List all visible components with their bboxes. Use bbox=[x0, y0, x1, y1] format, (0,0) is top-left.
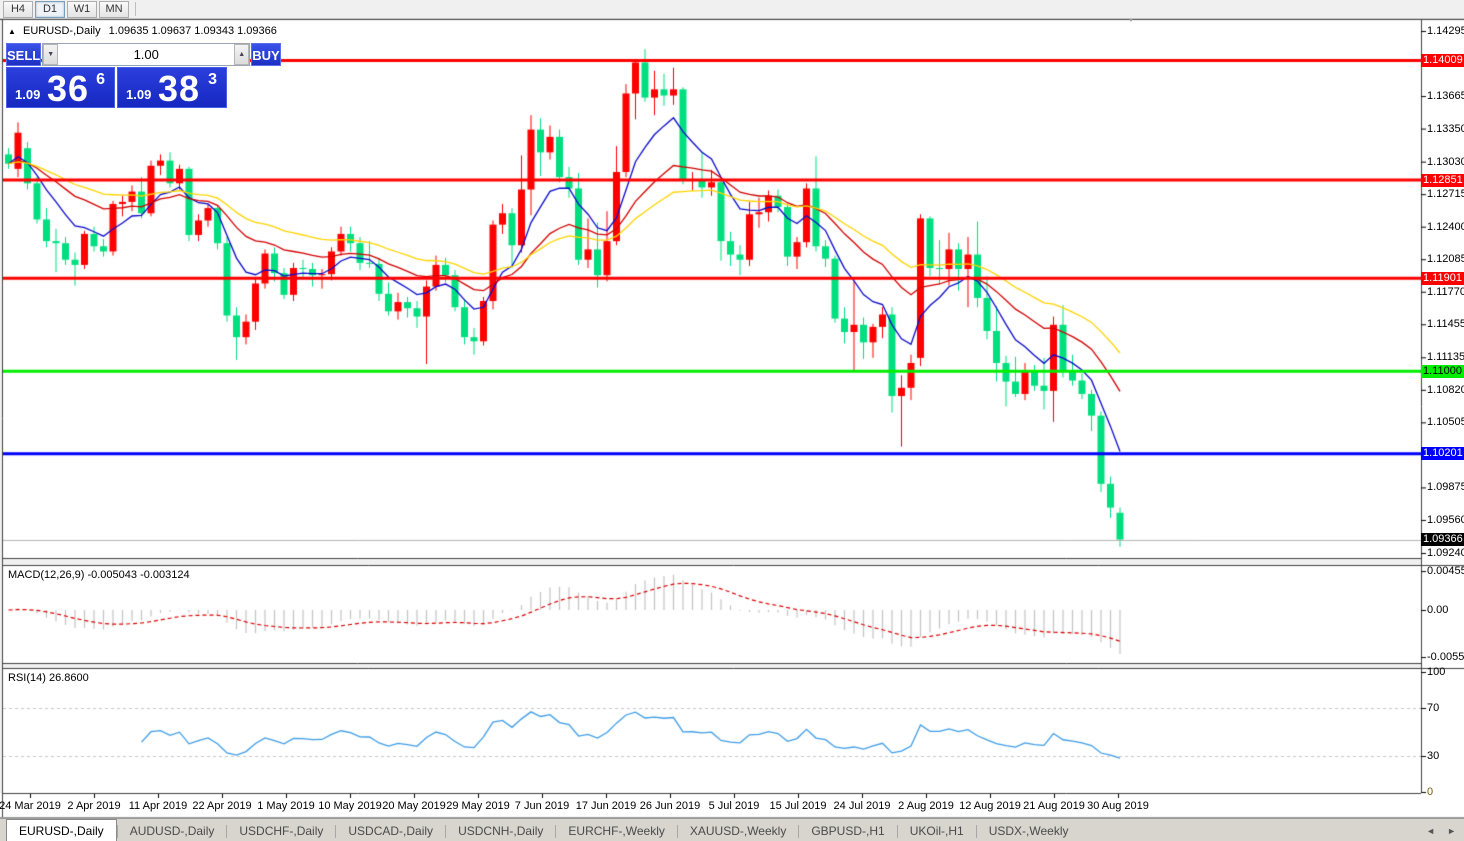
tab-scroll-right-icon[interactable]: ► bbox=[1447, 825, 1456, 836]
date-axis-label: 20 May 2019 bbox=[382, 800, 446, 812]
date-axis-label: 21 Aug 2019 bbox=[1023, 800, 1085, 812]
date-axis-label: 2 Aug 2019 bbox=[898, 800, 954, 812]
tab-gbpusd-h1[interactable]: GBPUSD-,H1 bbox=[811, 824, 885, 838]
date-axis-label: 30 Aug 2019 bbox=[1087, 800, 1149, 812]
date-axis-label: 26 Jun 2019 bbox=[639, 800, 701, 812]
timeframe-button-w1[interactable]: W1 bbox=[67, 0, 97, 18]
rsi-axis-tick-label: 100 bbox=[1427, 666, 1446, 678]
tab-usdchf-daily[interactable]: USDCHF-,Daily bbox=[239, 824, 324, 838]
timeframe-button-h4[interactable]: H4 bbox=[3, 0, 33, 18]
price-axis-tick-label: 1.13665 bbox=[1427, 90, 1464, 103]
macd-axis-tick-label: -0.0055 bbox=[1427, 651, 1464, 664]
date-axis-label: 22 Apr 2019 bbox=[192, 800, 252, 812]
buy-price-big-figure: 1.09 bbox=[126, 87, 152, 102]
rsi-axis-tick-label: 70 bbox=[1427, 702, 1440, 714]
price-axis-tick-label: 1.11135 bbox=[1427, 351, 1464, 364]
sell-price-box[interactable]: 1.09 36 6 bbox=[6, 67, 115, 109]
tab-xauusd-weekly[interactable]: XAUUSD-,Weekly bbox=[689, 824, 787, 838]
price-axis-badge: 1.11901 bbox=[1421, 271, 1464, 285]
date-axis-label: 12 Aug 2019 bbox=[959, 800, 1021, 812]
timeframe-button-mn[interactable]: MN bbox=[99, 0, 129, 18]
tab-separator bbox=[335, 825, 337, 838]
toolbar-separator bbox=[135, 2, 136, 16]
price-axis-tick-label: 1.13350 bbox=[1427, 122, 1464, 135]
price-axis-badge: 1.12851 bbox=[1421, 173, 1464, 187]
volume-widget: ▼ ▲ bbox=[42, 43, 251, 66]
price-axis-badge: 1.14009 bbox=[1421, 54, 1464, 68]
tab-separator bbox=[798, 825, 800, 838]
chart-symbol-label: EURUSD-,Daily bbox=[22, 25, 101, 37]
date-axis-label: 15 Jul 2019 bbox=[769, 800, 827, 812]
price-axis-tick-label: 1.11770 bbox=[1427, 285, 1464, 298]
tab-scroll-left-icon[interactable]: ◄ bbox=[1426, 825, 1436, 836]
date-axis-label: 24 Jul 2019 bbox=[833, 800, 891, 812]
chart-ohlc-values: 1.09635 1.09637 1.09343 1.09366 bbox=[108, 25, 277, 37]
price-axis-tick-label: 1.11455 bbox=[1427, 318, 1464, 331]
rsi-indicator-label: RSI(14) 26.8600 bbox=[8, 672, 89, 684]
tab-separator bbox=[555, 825, 557, 838]
buy-price-box[interactable]: 1.09 38 3 bbox=[117, 67, 227, 109]
date-axis-label: 2 Apr 2019 bbox=[67, 800, 121, 812]
macd-axis-tick-label: 0.00455 bbox=[1427, 565, 1464, 578]
timeframe-toolbar: H4 D1 W1 MN bbox=[0, 0, 1464, 19]
tab-eurchf-weekly[interactable]: EURCHF-,Weekly bbox=[568, 824, 665, 838]
tab-audusd-daily[interactable]: AUDUSD-,Daily bbox=[129, 824, 215, 838]
volume-decrease-icon[interactable]: ▼ bbox=[43, 44, 59, 65]
volume-input[interactable] bbox=[58, 44, 235, 65]
tab-separator bbox=[116, 825, 118, 838]
date-axis-label: 10 May 2019 bbox=[318, 800, 382, 812]
buy-price-pipette: 3 bbox=[208, 71, 217, 88]
date-axis-label: 5 Jul 2019 bbox=[708, 800, 760, 812]
tab-usdcad-daily[interactable]: USDCAD-,Daily bbox=[348, 824, 434, 838]
tab-scroll-arrows: ◄ ► bbox=[1426, 819, 1456, 841]
one-click-panel-toggle-icon[interactable]: ▲ bbox=[8, 27, 16, 36]
sell-price-big-figure: 1.09 bbox=[15, 87, 41, 102]
tab-separator bbox=[676, 825, 678, 838]
price-axis-tick-label: 1.10820 bbox=[1427, 383, 1464, 396]
date-axis-label: 1 May 2019 bbox=[257, 800, 315, 812]
price-axis-badge: 1.09366 bbox=[1421, 533, 1464, 547]
macd-axis-tick-label: 0.00 bbox=[1427, 604, 1449, 616]
buy-button[interactable]: BUY bbox=[251, 43, 281, 66]
sell-price-pipette: 6 bbox=[96, 71, 105, 88]
buy-price-pips: 38 bbox=[158, 68, 201, 109]
price-axis-tick-label: 1.09875 bbox=[1427, 481, 1464, 494]
price-axis-tick-label: 1.14295 bbox=[1427, 25, 1464, 37]
tab-separator bbox=[896, 825, 898, 838]
macd-indicator-label: MACD(12,26,9) -0.005043 -0.003124 bbox=[8, 569, 190, 581]
rsi-axis-tick-label: 0 bbox=[1427, 786, 1434, 798]
date-axis-label: 24 Mar 2019 bbox=[0, 800, 61, 812]
price-axis-tick-label: 1.10505 bbox=[1427, 416, 1464, 429]
price-axis-badge: 1.11000 bbox=[1421, 364, 1464, 378]
tab-ukoil-h1[interactable]: UKOil-,H1 bbox=[909, 824, 964, 838]
autoscroll-marker-icon[interactable]: ▼ bbox=[1126, 14, 1136, 25]
date-axis-label: 17 Jun 2019 bbox=[575, 800, 637, 812]
date-axis-label: 29 May 2019 bbox=[446, 800, 510, 812]
tab-usdcnh-daily[interactable]: USDCNH-,Daily bbox=[458, 824, 544, 838]
tab-usdx-weekly[interactable]: USDX-,Weekly bbox=[988, 824, 1069, 838]
tab-separator bbox=[445, 825, 447, 838]
date-axis-label: 7 Jun 2019 bbox=[514, 800, 570, 812]
sell-button[interactable]: SELL bbox=[6, 43, 42, 66]
volume-increase-icon[interactable]: ▲ bbox=[234, 44, 250, 65]
tab-eurusd-daily[interactable]: EURUSD-,Daily bbox=[6, 819, 117, 841]
date-axis-label: 11 Apr 2019 bbox=[128, 800, 188, 812]
price-axis-tick-label: 1.12400 bbox=[1427, 220, 1464, 233]
chart-title: ▲ EURUSD-,Daily 1.09635 1.09637 1.09343 … bbox=[8, 25, 277, 37]
tab-separator bbox=[975, 825, 977, 838]
timeframe-button-d1[interactable]: D1 bbox=[35, 0, 65, 18]
price-axis-tick-label: 1.12085 bbox=[1427, 253, 1464, 266]
price-axis-tick-label: 1.12715 bbox=[1427, 188, 1464, 201]
rsi-axis-tick-label: 30 bbox=[1427, 750, 1440, 762]
price-axis-tick-label: 1.09240 bbox=[1427, 547, 1464, 559]
sell-price-pips: 36 bbox=[47, 68, 90, 109]
one-click-trading-panel: SELL ▼ ▲ BUY 1.09 36 6 1.09 38 3 bbox=[6, 43, 281, 109]
price-axis-badge: 1.10201 bbox=[1421, 447, 1464, 461]
price-axis-tick-label: 1.13030 bbox=[1427, 155, 1464, 168]
price-axis-tick-label: 1.09560 bbox=[1427, 513, 1464, 526]
tab-separator bbox=[226, 825, 228, 838]
chart-tab-bar: EURUSD-,Daily AUDUSD-,Daily USDCHF-,Daily U… bbox=[0, 818, 1464, 841]
